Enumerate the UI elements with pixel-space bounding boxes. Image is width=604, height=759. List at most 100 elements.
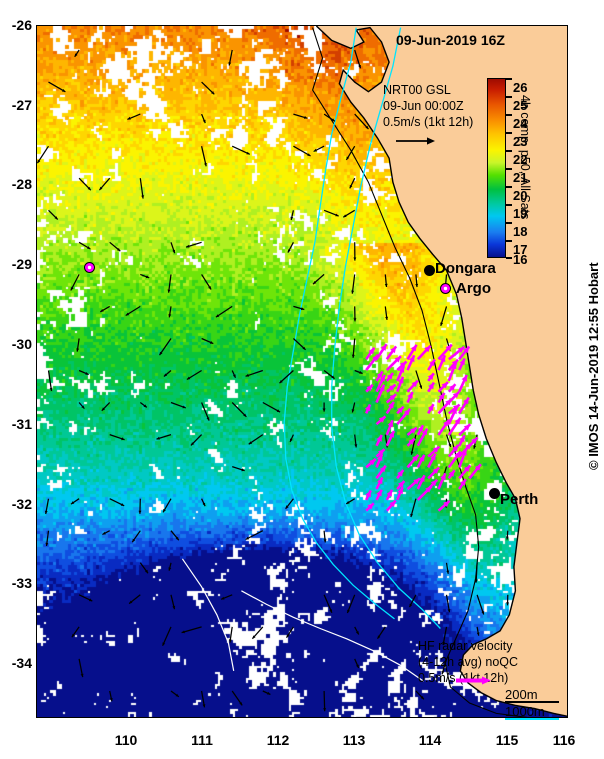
hf-radar-vector: [458, 374, 468, 393]
depth-line-1000m: [505, 718, 559, 720]
hf-radar-vector: [396, 408, 412, 426]
current-vector: [285, 498, 294, 510]
gsl-scale-arrow-icon: [396, 137, 435, 145]
hf-radar-vector: [427, 358, 436, 371]
hf-radar-vector: [416, 427, 429, 447]
current-vector: [474, 562, 478, 583]
hf-radar-vector: [437, 472, 447, 490]
current-vector: [201, 113, 206, 124]
hf-radar-vector: [447, 444, 460, 458]
current-vector: [342, 209, 356, 218]
depth-contour-legend: 200m 1000m: [505, 686, 545, 720]
current-vector: [262, 401, 281, 413]
hf-radar-vector: [416, 424, 425, 436]
current-vector: [200, 146, 207, 167]
current-vector: [48, 209, 59, 220]
current-vector: [231, 370, 237, 379]
current-vector: [128, 594, 141, 605]
hf-radar-vector: [406, 391, 414, 404]
current-vector: [476, 626, 480, 636]
current-vector: [127, 113, 141, 120]
hf-radar-vector: [447, 469, 456, 480]
hf-radar-vector: [447, 390, 461, 404]
current-vector: [99, 305, 111, 313]
current-vector: [285, 626, 294, 639]
hf-radar-vector: [396, 360, 408, 372]
hf-radar-vector: [375, 374, 386, 393]
hf-radar-vector: [375, 384, 386, 404]
current-vector: [349, 177, 356, 189]
colorbar-tick: [506, 257, 512, 259]
current-vector: [170, 401, 187, 409]
hf-radar-vector: [365, 353, 380, 371]
depth-label-1000m: 1000m: [505, 704, 545, 719]
hf-radar-vector: [447, 403, 461, 415]
current-vector: [162, 626, 172, 647]
xtick-label: 113: [342, 732, 366, 748]
current-vector: [445, 434, 452, 448]
current-vector: [248, 434, 264, 445]
hf-radar-vector: [427, 452, 437, 469]
current-vector: [312, 273, 325, 285]
colorbar: [487, 78, 506, 258]
current-vector: [125, 305, 141, 317]
current-vector: [47, 370, 53, 392]
current-vector: [506, 594, 509, 606]
colorbar-tick: [506, 78, 512, 80]
current-vector: [70, 274, 80, 291]
current-vector: [415, 690, 425, 700]
colorbar-tick: [506, 222, 512, 224]
current-vector: [70, 498, 80, 505]
current-vector: [354, 658, 360, 669]
hf-radar-vector: [468, 436, 479, 447]
page-title: 09-Jun-2019 16Z: [396, 32, 505, 48]
hf-radar-vector: [396, 405, 405, 415]
hf-radar-vector: [406, 344, 418, 360]
current-vector: [109, 241, 121, 252]
current-vector: [408, 594, 417, 608]
current-vector: [351, 402, 356, 413]
hf-radar-vector: [406, 437, 416, 447]
credit-text: © IMOS 14-Jun-2019 12:55 Hobart: [586, 262, 601, 470]
current-vector: [354, 49, 362, 69]
current-vector: [228, 49, 233, 66]
current-vector: [231, 145, 251, 155]
current-vector: [131, 530, 141, 543]
current-vector: [170, 690, 180, 698]
hf-radar-vector: [406, 354, 416, 371]
current-vector: [445, 594, 451, 613]
current-vector: [168, 306, 172, 318]
city-label-perth: Perth: [500, 491, 539, 508]
xtick-label: 111: [191, 732, 213, 748]
current-vector: [289, 434, 294, 443]
current-vector: [139, 178, 145, 199]
argo-marker-offshore: [84, 262, 95, 273]
hf-radar-vector: [375, 476, 384, 490]
hf-line-1: HF radar velocity: [418, 639, 513, 653]
current-vector: [190, 434, 203, 446]
hf-radar-vector: [427, 403, 435, 415]
current-vector: [170, 530, 180, 541]
current-vector: [290, 210, 295, 221]
hf-radar-vector: [385, 419, 394, 436]
gsl-line-3: 0.5m/s (1kt 12h): [383, 115, 474, 129]
hf-radar-vector: [385, 393, 397, 404]
hf-radar-vector: [375, 489, 383, 501]
hf-radar-vector: [458, 396, 470, 415]
colorbar-label: 17: [513, 242, 528, 257]
hf-radar-vector: [365, 346, 376, 361]
current-vector: [292, 338, 307, 351]
hf-radar-vector: [396, 480, 406, 490]
current-vector: [445, 562, 450, 574]
hf-radar-vector: [447, 383, 457, 393]
current-vector: [78, 241, 91, 250]
hf-radar-vector: [395, 376, 405, 393]
current-vector: [228, 626, 233, 643]
hf-radar-vector: [385, 499, 397, 512]
hf-radar-vector: [375, 448, 386, 458]
hf-radar-vector: [447, 417, 462, 436]
map-plot-area[interactable]: [36, 25, 568, 718]
gsl-line-2: 09-Jun 00:00Z: [383, 99, 464, 113]
hf-radar-vector: [437, 499, 451, 512]
